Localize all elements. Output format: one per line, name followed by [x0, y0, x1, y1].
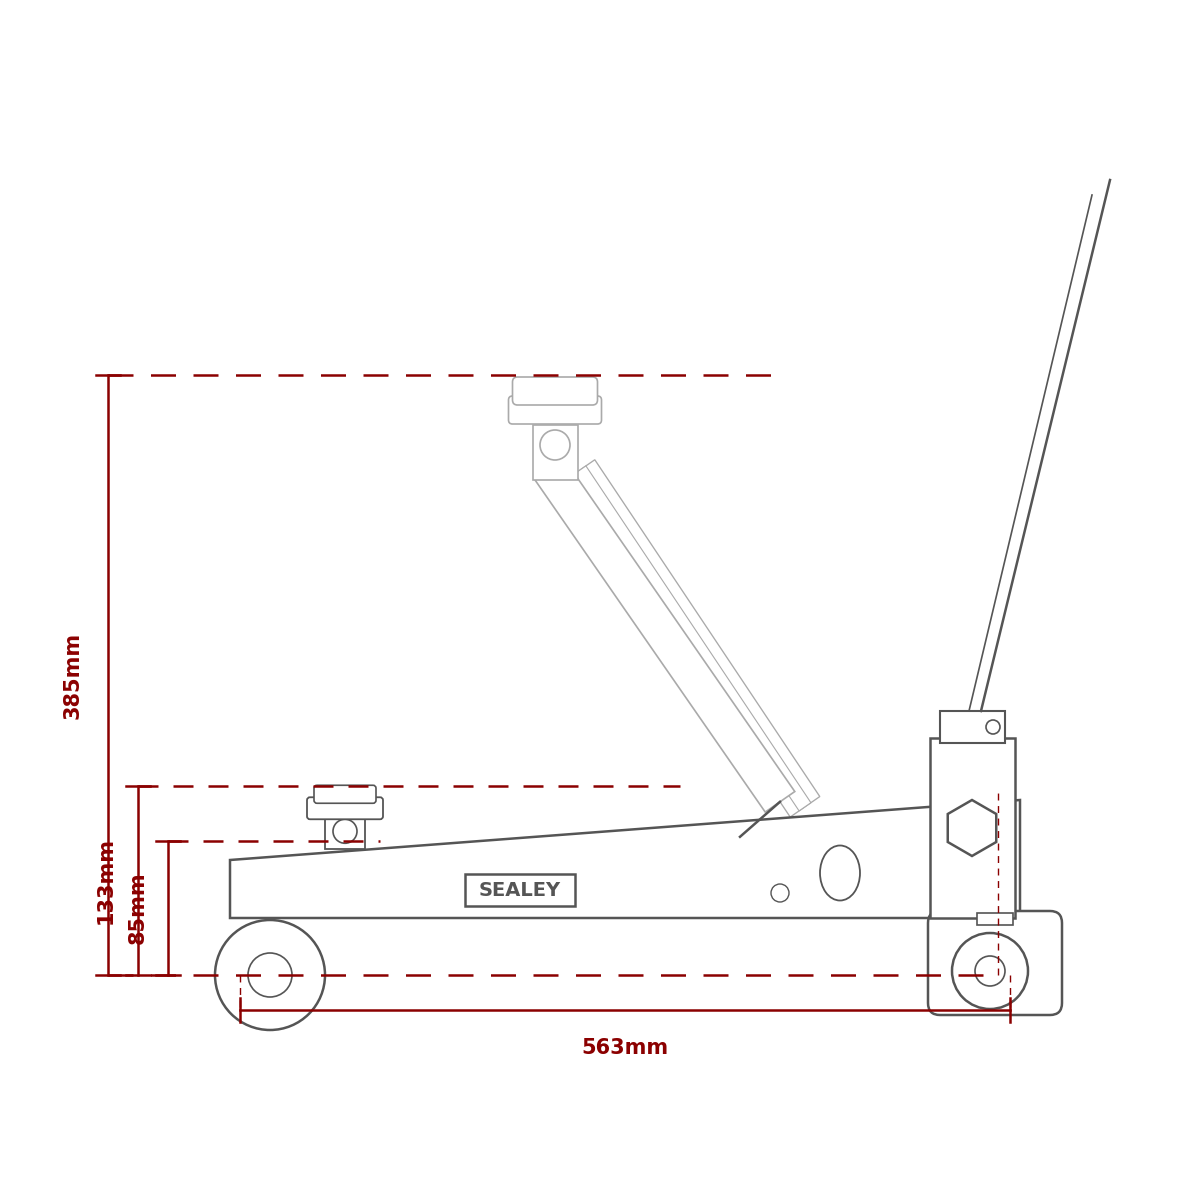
- Bar: [930, 738, 1015, 918]
- Bar: [466, 874, 575, 906]
- FancyBboxPatch shape: [314, 785, 376, 803]
- FancyBboxPatch shape: [512, 377, 598, 404]
- Circle shape: [334, 820, 358, 844]
- Circle shape: [986, 720, 1000, 734]
- Bar: [533, 425, 577, 480]
- Circle shape: [540, 430, 570, 460]
- Text: 563mm: 563mm: [582, 1038, 668, 1058]
- Text: 133mm: 133mm: [96, 838, 116, 924]
- Bar: [977, 913, 1013, 925]
- Circle shape: [952, 934, 1028, 1009]
- Text: 85mm: 85mm: [128, 872, 148, 944]
- FancyBboxPatch shape: [307, 797, 383, 820]
- Circle shape: [215, 920, 325, 1030]
- Text: 385mm: 385mm: [64, 631, 83, 719]
- Polygon shape: [574, 466, 811, 811]
- Polygon shape: [565, 460, 820, 817]
- Circle shape: [772, 884, 790, 902]
- Text: SEALEY: SEALEY: [479, 881, 562, 900]
- Polygon shape: [535, 460, 794, 812]
- FancyBboxPatch shape: [509, 396, 601, 424]
- Ellipse shape: [820, 846, 860, 900]
- Circle shape: [248, 953, 292, 997]
- FancyBboxPatch shape: [928, 911, 1062, 1015]
- Polygon shape: [230, 800, 1020, 918]
- Polygon shape: [948, 800, 996, 856]
- Circle shape: [974, 956, 1004, 986]
- Bar: [325, 815, 365, 850]
- Bar: [940, 710, 1006, 743]
